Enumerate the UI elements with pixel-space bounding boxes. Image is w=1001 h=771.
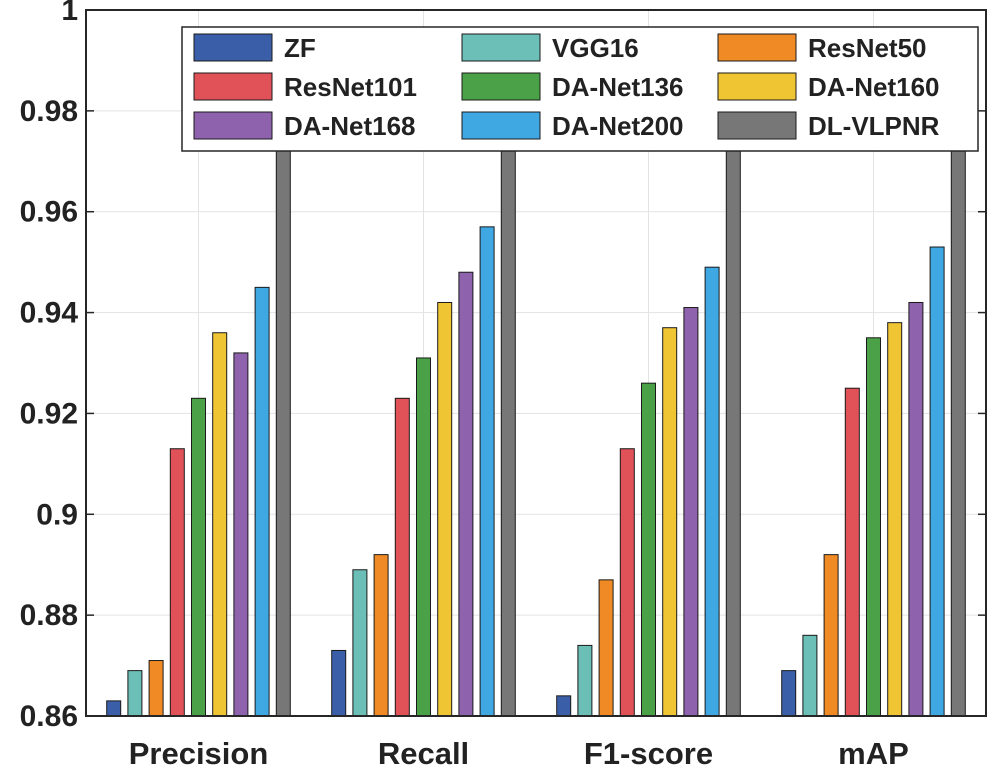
- y-tick-label: 0.9: [36, 498, 78, 531]
- bar-resnet101-map: [844, 387, 860, 717]
- x-tick-label: Recall: [378, 736, 469, 771]
- legend-swatch-da-net168: [193, 111, 273, 140]
- legend-label: ResNet101: [284, 72, 417, 102]
- bar-da-net160-map: [887, 322, 903, 717]
- y-tick-label: 0.92: [20, 397, 78, 430]
- bar-da-net136-recall: [416, 357, 431, 717]
- bar-vgg16-recall: [352, 569, 368, 717]
- y-tick-label: 0.94: [20, 297, 79, 330]
- bar-vgg16-precision: [127, 670, 143, 717]
- y-axis: 0.86 0.88 0.9 0.92 0.94 0.96 0.98 1: [20, 0, 986, 733]
- bar-da-net168-f1-score: [683, 307, 699, 717]
- bar-da-net168-map: [908, 301, 924, 717]
- bar-resnet101-recall: [394, 397, 410, 717]
- bar-zf-f1-score: [556, 695, 572, 717]
- legend-label: ResNet50: [808, 33, 927, 63]
- bar-zf-precision: [106, 700, 122, 717]
- bar-vgg16-f1-score: [577, 644, 593, 717]
- bar-da-net200-f1-score: [704, 266, 720, 717]
- legend-swatch-da-net160: [717, 72, 797, 101]
- legend-label: DA-Net200: [552, 111, 684, 141]
- bar-da-net168-precision: [233, 352, 249, 717]
- plot-area-frame: [85, 9, 987, 717]
- bar-resnet50-precision: [148, 660, 164, 717]
- legend-swatch-dl-vlpnr: [717, 111, 797, 140]
- x-tick-label: F1-score: [584, 736, 713, 771]
- bar-da-net136-map: [866, 337, 881, 717]
- legend-label: DL-VLPNR: [808, 111, 940, 141]
- legend-label: DA-Net160: [808, 72, 940, 102]
- x-tick-label: mAP: [838, 736, 909, 771]
- legend-label: ZF: [284, 33, 316, 63]
- legend-label: DA-Net136: [552, 72, 684, 102]
- y-tick-label: 0.86: [20, 700, 78, 733]
- bar-vgg16-map: [802, 634, 818, 717]
- bar-da-net200-precision: [254, 286, 270, 717]
- y-tick-label: 0.96: [20, 196, 78, 229]
- bar-da-net160-f1-score: [662, 327, 678, 717]
- bar-resnet50-map: [823, 554, 839, 717]
- y-tick-label: 0.98: [20, 95, 78, 128]
- bar-da-net200-recall: [479, 226, 495, 717]
- legend: ZF VGG16 ResNet50 ResNet101 DA-Net136 DA-Net1…: [181, 26, 979, 152]
- legend-swatch-da-net200: [461, 111, 541, 140]
- bar-zf-map: [781, 670, 797, 717]
- legend-label: DA-Net168: [284, 111, 416, 141]
- legend-swatch-zf: [193, 33, 273, 62]
- bar-da-net136-precision: [191, 397, 206, 717]
- bar-series: [106, 100, 966, 717]
- bar-resnet101-f1-score: [619, 448, 635, 717]
- bar-resnet50-recall: [373, 554, 389, 717]
- legend-swatch-vgg16: [461, 33, 541, 62]
- x-tick-label: Precision: [129, 736, 269, 771]
- bar-resnet101-precision: [169, 448, 185, 717]
- legend-box: [181, 26, 979, 152]
- x-axis: Precision Recall F1-score mAP: [129, 736, 909, 771]
- bar-da-net136-f1-score: [641, 382, 656, 717]
- bar-da-net200-map: [929, 246, 945, 717]
- bar-dl-vlpnr-recall: [500, 100, 516, 717]
- bar-resnet50-f1-score: [598, 579, 614, 717]
- bar-zf-recall: [331, 649, 347, 717]
- y-tick-label: 1: [61, 0, 78, 27]
- legend-label: VGG16: [552, 33, 639, 63]
- bar-dl-vlpnr-f1-score: [725, 130, 741, 717]
- bar-dl-vlpnr-map: [950, 140, 966, 717]
- legend-swatch-da-net136: [461, 72, 541, 101]
- bar-da-net160-recall: [437, 301, 453, 717]
- bar-da-net168-recall: [458, 271, 474, 717]
- legend-swatch-resnet50: [717, 33, 797, 62]
- bar-dl-vlpnr-precision: [275, 120, 291, 717]
- legend-swatch-resnet101: [193, 72, 273, 101]
- y-tick-label: 0.88: [20, 599, 78, 632]
- bar-da-net160-precision: [212, 332, 228, 717]
